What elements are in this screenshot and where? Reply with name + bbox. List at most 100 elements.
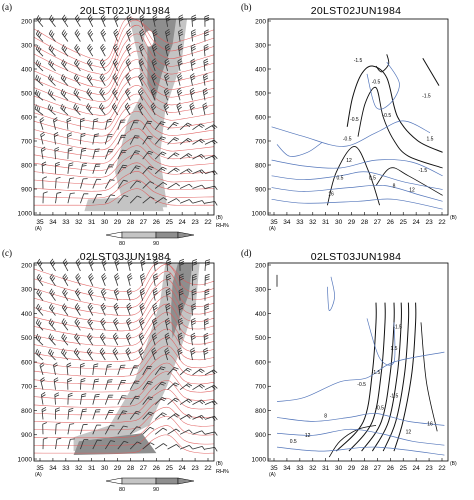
wind-barb — [117, 179, 128, 189]
wind-barb — [117, 149, 127, 160]
panel-a-label: (a) — [2, 2, 12, 12]
isotherm-contour — [33, 320, 215, 355]
x-tick-label: 27 — [140, 219, 148, 226]
isoline-label: -1.5 — [372, 370, 381, 376]
wind-barb — [92, 424, 102, 435]
wind-barb — [104, 149, 114, 160]
y-tick-label: 900 — [255, 432, 266, 439]
wind-barb — [167, 444, 181, 450]
wind-barb — [192, 123, 205, 131]
isoline-label: 16 — [328, 191, 334, 197]
isoline-label: 12 — [305, 433, 311, 439]
y-tick-label: 200 — [255, 18, 266, 25]
wind-barb — [167, 182, 180, 189]
wind-barb — [125, 43, 132, 57]
y-tick-label: 700 — [255, 138, 266, 145]
wind-barb — [35, 59, 44, 72]
isoline-label: 12 — [346, 158, 352, 164]
x-tick-label: 28 — [361, 219, 369, 226]
x-tick-label: 34 — [283, 465, 291, 472]
wind-barb — [53, 132, 59, 145]
wind-barb — [167, 198, 181, 204]
wind-barb — [167, 367, 179, 376]
wind-barb — [80, 132, 86, 145]
wind-barb — [177, 317, 184, 331]
wind-barb — [49, 14, 56, 28]
wind-barb — [164, 43, 171, 57]
y-tick-label: 500 — [255, 90, 266, 97]
wind-barb — [114, 258, 120, 272]
wind-barb — [42, 176, 47, 189]
wind-barb — [92, 363, 99, 375]
isoline-label: 1.5 — [427, 137, 434, 143]
wind-barb — [129, 150, 140, 160]
wind-barb — [140, 273, 146, 286]
wind-barb — [92, 133, 100, 145]
wind-barb — [87, 303, 94, 316]
y-tick-label: 200 — [255, 262, 266, 269]
wind-barb — [36, 273, 44, 287]
wind-barb — [203, 347, 209, 361]
contour-blue — [327, 276, 335, 311]
wind-barb — [100, 14, 107, 27]
wind-barb — [101, 273, 107, 286]
x-right-label: (B) — [450, 461, 457, 467]
wind-barb — [151, 73, 157, 86]
y-tick-label: 600 — [21, 359, 32, 366]
wind-barb — [154, 443, 168, 450]
wind-barb — [87, 29, 94, 42]
panel-a-rh-colorbar: 80 90 RH% — [105, 223, 229, 247]
x-tick-label: 29 — [348, 465, 356, 472]
wind-barb — [80, 147, 87, 160]
wind-barb — [35, 333, 44, 346]
wind-barb — [99, 332, 106, 346]
wind-barb — [192, 184, 206, 189]
isotherm-contour — [33, 59, 215, 103]
colorbar-arrow-left — [105, 231, 123, 239]
wind-barb — [88, 273, 94, 286]
wind-barb — [92, 148, 100, 160]
wind-barb — [203, 73, 209, 86]
wind-barb — [152, 302, 158, 316]
y-tick-label: 500 — [21, 90, 32, 97]
wind-barb — [154, 427, 168, 435]
wind-barb — [35, 44, 44, 57]
x-tick-label: 24 — [413, 465, 421, 472]
x-tick-label: 35 — [36, 465, 44, 472]
y-tick-label: 300 — [21, 42, 32, 49]
wind-barb — [104, 194, 116, 204]
wind-barb — [153, 273, 159, 286]
x-tick-label: 31 — [88, 219, 96, 226]
y-tick-label: 500 — [21, 335, 32, 342]
wind-barb — [138, 43, 145, 57]
isotherm-contour — [33, 354, 215, 385]
wind-barb — [154, 166, 167, 175]
isoline-label: -0.5 — [357, 382, 366, 388]
wind-barb — [192, 259, 198, 271]
wind-barb — [48, 348, 56, 361]
contour-black — [382, 302, 410, 452]
wind-barb — [74, 58, 81, 72]
x-tick-label: 33 — [296, 219, 304, 226]
wind-barb — [55, 176, 61, 189]
contour-black — [371, 302, 402, 452]
wind-barb — [74, 303, 81, 316]
wind-barb — [87, 288, 94, 301]
wind-barb — [113, 14, 120, 27]
y-tick-label: 1000 — [252, 456, 267, 463]
contour-blue — [271, 198, 443, 210]
isotherm-contour — [33, 303, 215, 339]
wind-barb — [177, 43, 184, 57]
wind-barb — [202, 87, 209, 101]
wind-barb — [67, 147, 73, 160]
wind-barb — [104, 164, 114, 174]
x-tick-label: 25 — [400, 465, 408, 472]
isoline-label: 8 — [393, 184, 396, 190]
isotherm-contour — [33, 425, 215, 446]
contour-black — [420, 322, 438, 432]
isoline-label: 1.5 — [391, 346, 398, 352]
wind-barb — [42, 422, 47, 435]
wind-barb — [204, 288, 210, 301]
wind-barb — [129, 180, 142, 189]
